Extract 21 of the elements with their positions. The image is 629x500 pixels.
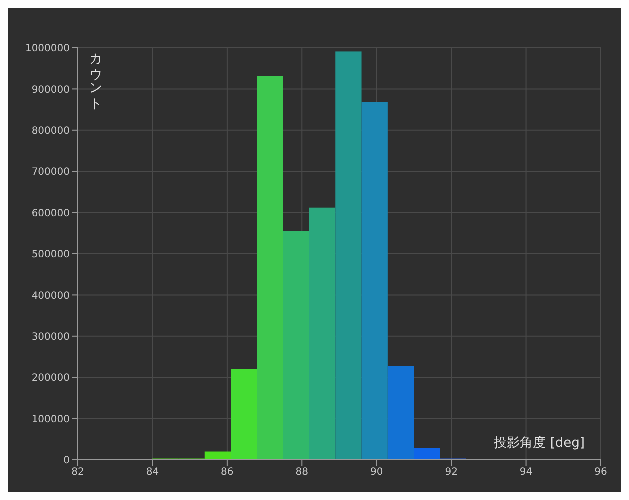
x-tick-label: 88 bbox=[296, 467, 309, 478]
x-tick-label: 86 bbox=[221, 467, 234, 478]
y-tick-label: 0 bbox=[64, 456, 70, 467]
x-tick-label: 96 bbox=[594, 467, 608, 478]
y-tick-label: 100000 bbox=[32, 414, 70, 426]
y-tick-label: 1000000 bbox=[25, 44, 70, 55]
x-axis-title: 投影角度 [deg] bbox=[494, 435, 585, 452]
x-tick-label: 82 bbox=[72, 467, 84, 478]
y-tick-label: 700000 bbox=[32, 167, 70, 178]
y-tick-label: 400000 bbox=[32, 290, 70, 302]
y-tick-label: 800000 bbox=[32, 126, 70, 137]
y-tick-label: 600000 bbox=[32, 208, 70, 220]
y-tick-label: 500000 bbox=[32, 250, 70, 261]
y-axis-title: カウント bbox=[87, 44, 104, 104]
x-tick-label: 94 bbox=[520, 467, 533, 478]
y-tick-label: 200000 bbox=[32, 373, 70, 384]
y-tick-label: 900000 bbox=[32, 84, 70, 96]
y-tick-label: 300000 bbox=[32, 332, 70, 343]
x-tick-label: 90 bbox=[370, 467, 384, 478]
x-tick-label: 84 bbox=[146, 467, 160, 478]
x-tick-label: 92 bbox=[445, 467, 458, 478]
